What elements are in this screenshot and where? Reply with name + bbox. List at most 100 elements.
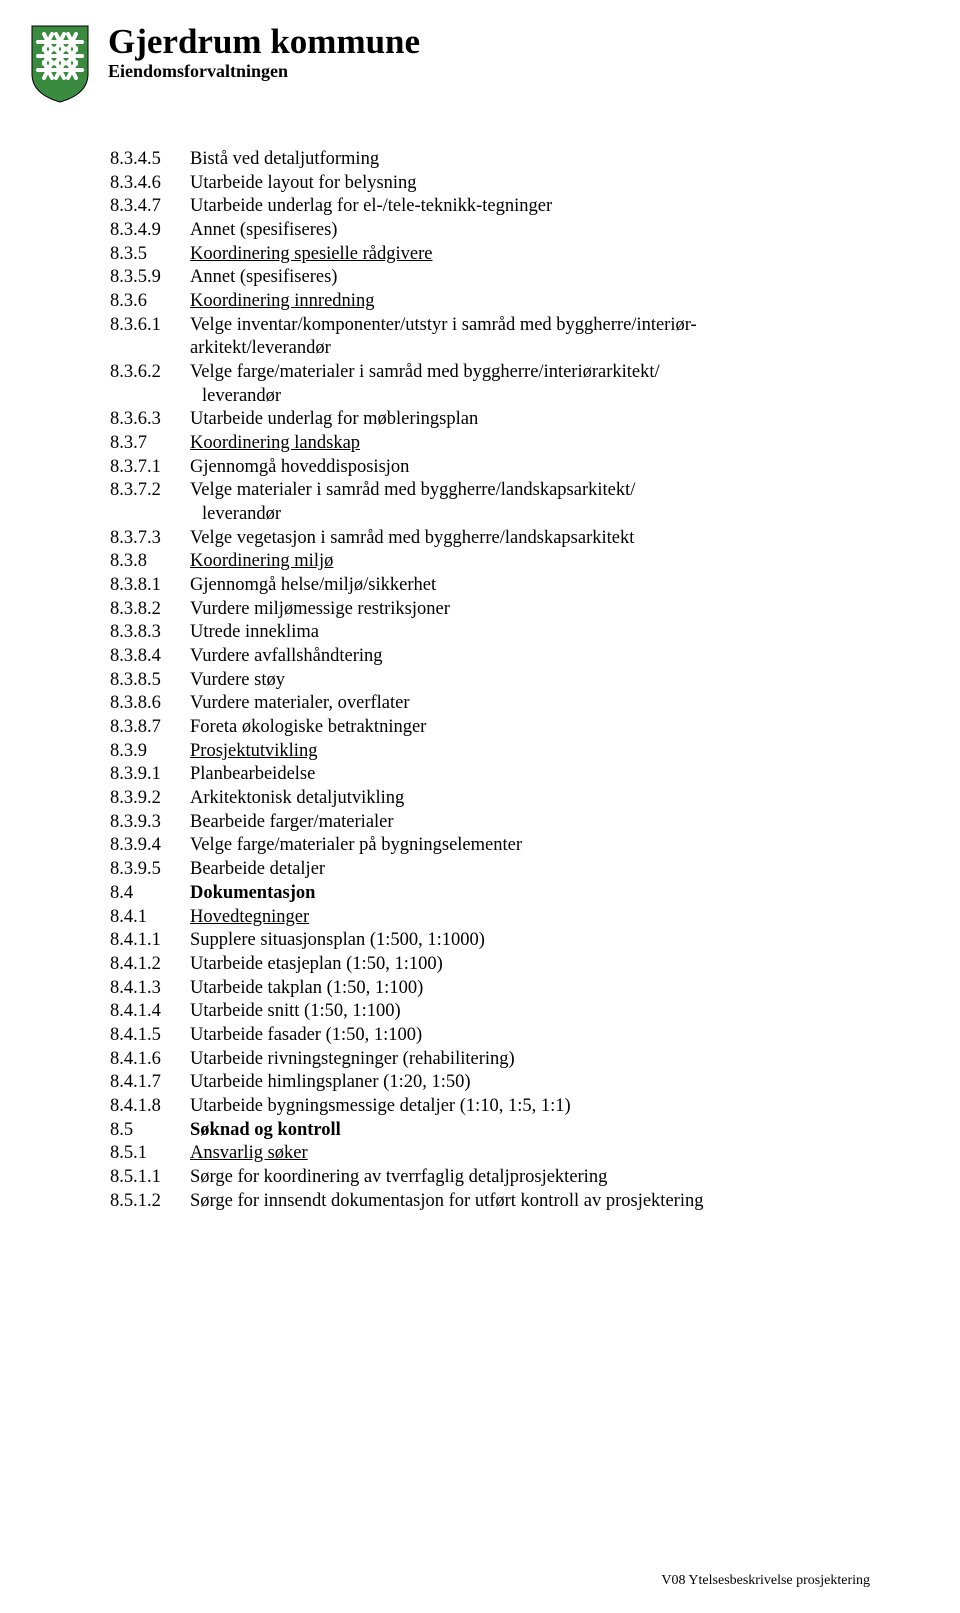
outline-item-text: Sørge for innsendt dokumentasjon for utf…	[190, 1190, 870, 1214]
outline-item-number	[110, 385, 190, 409]
outline-item-text: Koordinering miljø	[190, 550, 870, 574]
outline-item: 8.3.6Koordinering innredning	[110, 290, 870, 314]
outline-item: 8.3.6.1Velge inventar/komponenter/utstyr…	[110, 314, 870, 338]
outline-item-number: 8.3.5	[110, 243, 190, 267]
outline-item-number: 8.3.8.7	[110, 716, 190, 740]
document-title: Gjerdrum kommune	[108, 24, 420, 61]
outline-item-text: Arkitektonisk detaljutvikling	[190, 787, 870, 811]
outline-item-text: Velge inventar/komponenter/utstyr i samr…	[190, 314, 870, 338]
outline-item-text: Dokumentasjon	[190, 882, 870, 906]
outline-item-text: Utarbeide etasjeplan (1:50, 1:100)	[190, 953, 870, 977]
outline-item-number: 8.5	[110, 1119, 190, 1143]
outline-item-text: Vurdere miljømessige restriksjoner	[190, 598, 870, 622]
outline-item-text: arkitekt/leverandør	[190, 337, 870, 361]
outline-item-text: Vurdere avfallshåndtering	[190, 645, 870, 669]
outline-item-number: 8.3.8.1	[110, 574, 190, 598]
outline-item: 8.3.7.3Velge vegetasjon i samråd med byg…	[110, 527, 870, 551]
outline-item-text: Koordinering innredning	[190, 290, 870, 314]
title-block: Gjerdrum kommune Eiendomsforvaltningen	[108, 24, 420, 82]
outline-item-text: Utarbeide himlingsplaner (1:20, 1:50)	[190, 1071, 870, 1095]
outline-item-text: Utarbeide fasader (1:50, 1:100)	[190, 1024, 870, 1048]
outline-item-number: 8.4.1.1	[110, 929, 190, 953]
outline-item-text: Søknad og kontroll	[190, 1119, 870, 1143]
outline-item-number: 8.3.8.3	[110, 621, 190, 645]
outline-item: 8.3.9.2Arkitektonisk detaljutvikling	[110, 787, 870, 811]
outline-item: 8.3.9.1Planbearbeidelse	[110, 763, 870, 787]
outline-item: 8.3.9.5Bearbeide detaljer	[110, 858, 870, 882]
outline-item-number: 8.3.8	[110, 550, 190, 574]
document-header: Gjerdrum kommune Eiendomsforvaltningen	[110, 24, 870, 104]
outline-item-number: 8.3.8.2	[110, 598, 190, 622]
outline-item-text: Gjennomgå helse/miljø/sikkerhet	[190, 574, 870, 598]
outline-item-number: 8.3.7.1	[110, 456, 190, 480]
outline-item: 8.3.8.7Foreta økologiske betraktninger	[110, 716, 870, 740]
outline-item: 8.3.4.9Annet (spesifiseres)	[110, 219, 870, 243]
outline-item-number: 8.3.6	[110, 290, 190, 314]
document-subtitle: Eiendomsforvaltningen	[108, 61, 420, 82]
outline-item: 8.3.9.4Velge farge/materialer på bygning…	[110, 834, 870, 858]
outline-item-number: 8.3.7	[110, 432, 190, 456]
outline-item: 8.3.7Koordinering landskap	[110, 432, 870, 456]
outline-item-number: 8.3.4.6	[110, 172, 190, 196]
outline-item-number: 8.3.4.9	[110, 219, 190, 243]
outline-item: 8.3.6.3Utarbeide underlag for møblerings…	[110, 408, 870, 432]
outline-item-number: 8.3.5.9	[110, 266, 190, 290]
outline-item-number: 8.5.1.2	[110, 1190, 190, 1214]
outline-item: 8.3.8.4Vurdere avfallshåndtering	[110, 645, 870, 669]
outline-item: 8.4.1.5Utarbeide fasader (1:50, 1:100)	[110, 1024, 870, 1048]
outline-item-text: Annet (spesifiseres)	[190, 219, 870, 243]
outline-item: 8.3.8Koordinering miljø	[110, 550, 870, 574]
outline-item-text: Vurdere materialer, overflater	[190, 692, 870, 716]
outline-item-text: Utarbeide snitt (1:50, 1:100)	[190, 1000, 870, 1024]
outline-item-number: 8.5.1.1	[110, 1166, 190, 1190]
outline-item-text: Foreta økologiske betraktninger	[190, 716, 870, 740]
outline-list: 8.3.4.5Bistå ved detaljutforming8.3.4.6U…	[110, 148, 870, 1213]
outline-item-text: Prosjektutvikling	[190, 740, 870, 764]
outline-item-text: Utarbeide takplan (1:50, 1:100)	[190, 977, 870, 1001]
outline-item: 8.5Søknad og kontroll	[110, 1119, 870, 1143]
outline-item-number: 8.3.6.3	[110, 408, 190, 432]
municipality-shield-icon	[30, 24, 90, 104]
outline-item: 8.3.9Prosjektutvikling	[110, 740, 870, 764]
outline-item: 8.3.7.2Velge materialer i samråd med byg…	[110, 479, 870, 503]
outline-item-text: Utarbeide rivningstegninger (rehabiliter…	[190, 1048, 870, 1072]
outline-item-text: Ansvarlig søker	[190, 1142, 870, 1166]
outline-item-number: 8.3.4.7	[110, 195, 190, 219]
outline-item-text: Utrede inneklima	[190, 621, 870, 645]
outline-item-continuation: leverandør	[110, 385, 870, 409]
outline-item: 8.4.1.2Utarbeide etasjeplan (1:50, 1:100…	[110, 953, 870, 977]
outline-item: 8.4Dokumentasjon	[110, 882, 870, 906]
outline-item: 8.3.4.6Utarbeide layout for belysning	[110, 172, 870, 196]
outline-item-number: 8.3.6.1	[110, 314, 190, 338]
outline-item-number: 8.4.1.6	[110, 1048, 190, 1072]
outline-item-number: 8.4.1.7	[110, 1071, 190, 1095]
outline-item: 8.4.1.1Supplere situasjonsplan (1:500, 1…	[110, 929, 870, 953]
outline-item: 8.3.6.2Velge farge/materialer i samråd m…	[110, 361, 870, 385]
outline-item-text: Utarbeide underlag for el-/tele-teknikk-…	[190, 195, 870, 219]
outline-item-text: Utarbeide underlag for møbleringsplan	[190, 408, 870, 432]
outline-item: 8.3.8.3Utrede inneklima	[110, 621, 870, 645]
outline-item-number: 8.3.6.2	[110, 361, 190, 385]
page: Gjerdrum kommune Eiendomsforvaltningen 8…	[0, 0, 960, 1613]
outline-item-number: 8.3.7.3	[110, 527, 190, 551]
outline-item: 8.3.7.1Gjennomgå hoveddisposisjon	[110, 456, 870, 480]
outline-item-text: Velge farge/materialer i samråd med bygg…	[190, 361, 870, 385]
outline-item-number: 8.3.8.5	[110, 669, 190, 693]
outline-item: 8.4.1.4Utarbeide snitt (1:50, 1:100)	[110, 1000, 870, 1024]
outline-item-continuation: leverandør	[110, 503, 870, 527]
outline-item: 8.3.9.3Bearbeide farger/materialer	[110, 811, 870, 835]
outline-item: 8.3.8.5Vurdere støy	[110, 669, 870, 693]
outline-item-number: 8.4.1.2	[110, 953, 190, 977]
outline-item-text: Velge materialer i samråd med byggherre/…	[190, 479, 870, 503]
outline-item-number: 8.3.9.4	[110, 834, 190, 858]
outline-item-text: Utarbeide bygningsmessige detaljer (1:10…	[190, 1095, 870, 1119]
outline-item-number: 8.5.1	[110, 1142, 190, 1166]
outline-item-number: 8.4.1.3	[110, 977, 190, 1001]
outline-item-text: Velge vegetasjon i samråd med byggherre/…	[190, 527, 870, 551]
outline-item-text: Koordinering spesielle rådgivere	[190, 243, 870, 267]
outline-item-continuation: arkitekt/leverandør	[110, 337, 870, 361]
outline-item-number: 8.3.8.6	[110, 692, 190, 716]
outline-item-number: 8.3.8.4	[110, 645, 190, 669]
outline-item: 8.5.1.1Sørge for koordinering av tverrfa…	[110, 1166, 870, 1190]
outline-item: 8.3.4.7Utarbeide underlag for el-/tele-t…	[110, 195, 870, 219]
